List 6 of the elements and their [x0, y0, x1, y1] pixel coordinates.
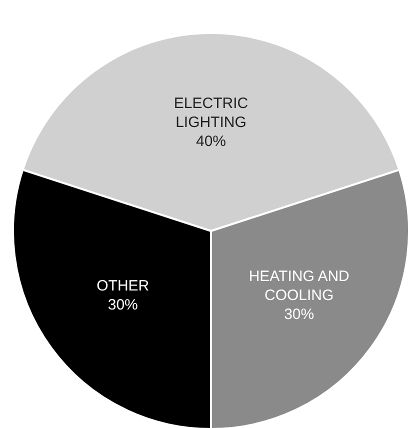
- slice-label: ELECTRIC LIGHTING: [174, 94, 248, 131]
- data-label: 40%: [196, 132, 226, 150]
- slice-label: OTHER: [96, 277, 150, 294]
- slice-label: HEATING AND COOLING: [248, 268, 350, 304]
- data-label: 30%: [284, 306, 314, 323]
- data-label: 30%: [108, 296, 138, 314]
